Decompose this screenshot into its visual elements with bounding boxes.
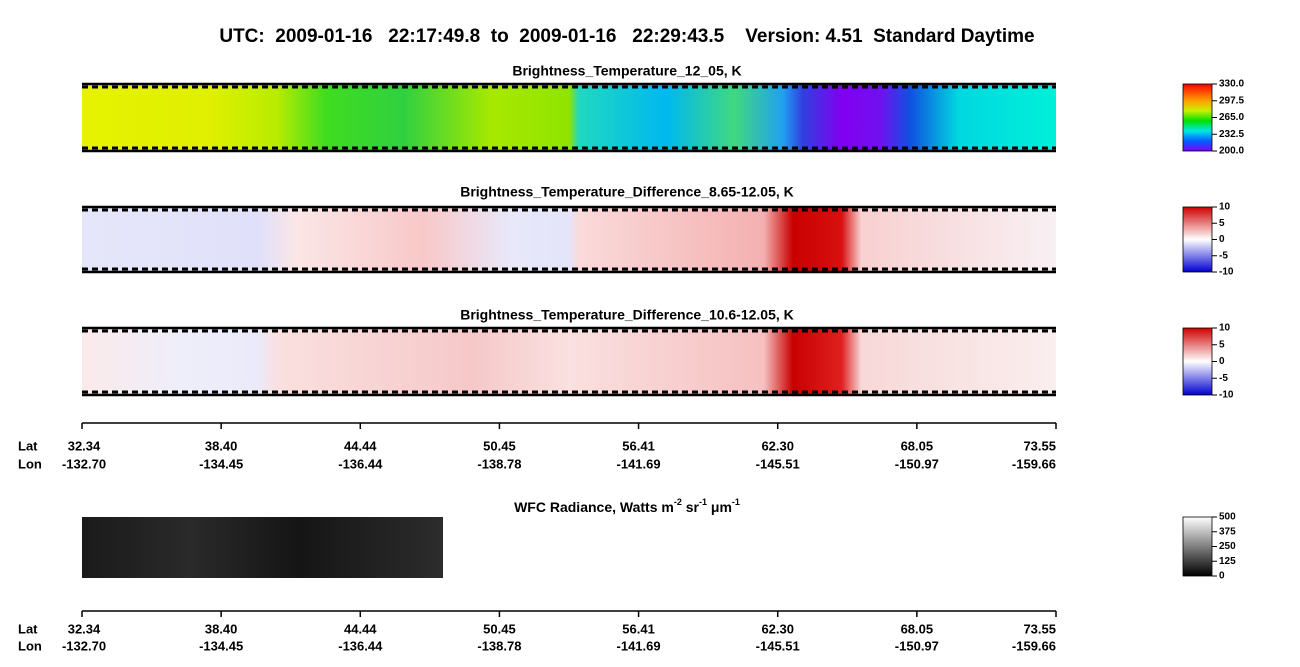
- colorbar-tick-label: 500: [1219, 512, 1236, 523]
- panel-title: Brightness_Temperature_12_05, K: [512, 63, 741, 79]
- lat-label: 73.55: [1023, 438, 1056, 453]
- colorbar-tick-label: 265.0: [1219, 112, 1244, 123]
- axis-row-label: Lon: [18, 456, 42, 471]
- colorbar-tick-label: 330.0: [1219, 79, 1244, 90]
- lat-label: 73.55: [1023, 621, 1056, 636]
- colorbar-tick-label: -10: [1219, 390, 1234, 401]
- wfc-title: WFC Radiance, Watts m-2 sr-1 μm-1: [514, 497, 740, 514]
- lat-label: 68.05: [901, 621, 934, 636]
- lon-label: -150.97: [895, 638, 939, 653]
- lon-label: -145.51: [756, 638, 800, 653]
- lat-label: 44.44: [344, 621, 377, 636]
- colorbar-tick-label: 0: [1219, 571, 1225, 582]
- title-part: -1: [732, 497, 740, 507]
- colorbar-tick-label: -5: [1219, 373, 1228, 384]
- colorbar: [1182, 83, 1213, 152]
- panel-title: Brightness_Temperature_Difference_8.65-1…: [460, 184, 794, 200]
- title-part: -1: [699, 497, 707, 507]
- colorbar-tick-label: 10: [1219, 323, 1231, 334]
- title-part: μm: [707, 499, 732, 515]
- colorbar-tick-label: 297.5: [1219, 95, 1244, 106]
- colorbar-tick-label: 5: [1219, 218, 1225, 229]
- lon-label: -159.66: [1012, 638, 1056, 653]
- lon-label: -138.78: [477, 456, 521, 471]
- lat-label: 68.05: [901, 438, 934, 453]
- lon-label: -138.78: [477, 638, 521, 653]
- lon-label: -159.66: [1012, 456, 1056, 471]
- panel-image: [82, 328, 1056, 395]
- colorbar: [1182, 516, 1213, 577]
- lon-label: -141.69: [617, 638, 661, 653]
- colorbar-tick-label: 10: [1219, 202, 1231, 213]
- colorbar-tick-label: 0: [1219, 356, 1225, 367]
- colorbar: [1182, 327, 1213, 396]
- axis-row-label: Lat: [18, 438, 38, 453]
- colorbar-tick-label: -10: [1219, 267, 1234, 278]
- panel-title: Brightness_Temperature_Difference_10.6-1…: [460, 307, 794, 323]
- title-part: WFC Radiance, Watts m: [514, 499, 674, 515]
- colorbar-tick-label: 232.5: [1219, 129, 1244, 140]
- colorbar: [1182, 206, 1213, 273]
- lat-label: 50.45: [483, 621, 516, 636]
- lon-label: -150.97: [895, 456, 939, 471]
- title-part: -2: [674, 497, 682, 507]
- axis-row-label: Lon: [18, 638, 42, 653]
- lon-label: -134.45: [199, 456, 243, 471]
- lon-label: -134.45: [199, 638, 243, 653]
- colorbar-tick-label: 5: [1219, 339, 1225, 350]
- panel-image: [82, 84, 1056, 151]
- title-part: sr: [682, 499, 700, 515]
- lon-label: -136.44: [338, 638, 383, 653]
- lat-label: 38.40: [205, 438, 238, 453]
- lon-label: -136.44: [338, 456, 383, 471]
- lon-label: -141.69: [617, 456, 661, 471]
- lat-label: 50.45: [483, 438, 516, 453]
- lon-label: -132.70: [62, 638, 106, 653]
- lon-label: -145.51: [756, 456, 800, 471]
- lat-label: 62.30: [761, 438, 794, 453]
- lat-label: 44.44: [344, 438, 377, 453]
- lat-label: 32.34: [68, 621, 101, 636]
- colorbar-tick-label: -5: [1219, 250, 1228, 261]
- axis-row-label: Lat: [18, 621, 38, 636]
- lon-label: -132.70: [62, 456, 106, 471]
- lat-label: 62.30: [761, 621, 794, 636]
- wfc-image: [82, 517, 443, 578]
- colorbar-tick-label: 375: [1219, 526, 1236, 537]
- panel-image: [82, 207, 1056, 272]
- colorbar-tick-label: 125: [1219, 556, 1236, 567]
- lat-label: 38.40: [205, 621, 238, 636]
- figure-title: UTC: 2009-01-16 22:17:49.8 to 2009-01-16…: [219, 26, 1034, 47]
- lat-label: 56.41: [622, 621, 655, 636]
- colorbar-tick-label: 0: [1219, 234, 1225, 245]
- colorbar-tick-label: 250: [1219, 541, 1236, 552]
- lat-label: 32.34: [68, 438, 101, 453]
- colorbar-tick-label: 200.0: [1219, 146, 1244, 157]
- lat-label: 56.41: [622, 438, 655, 453]
